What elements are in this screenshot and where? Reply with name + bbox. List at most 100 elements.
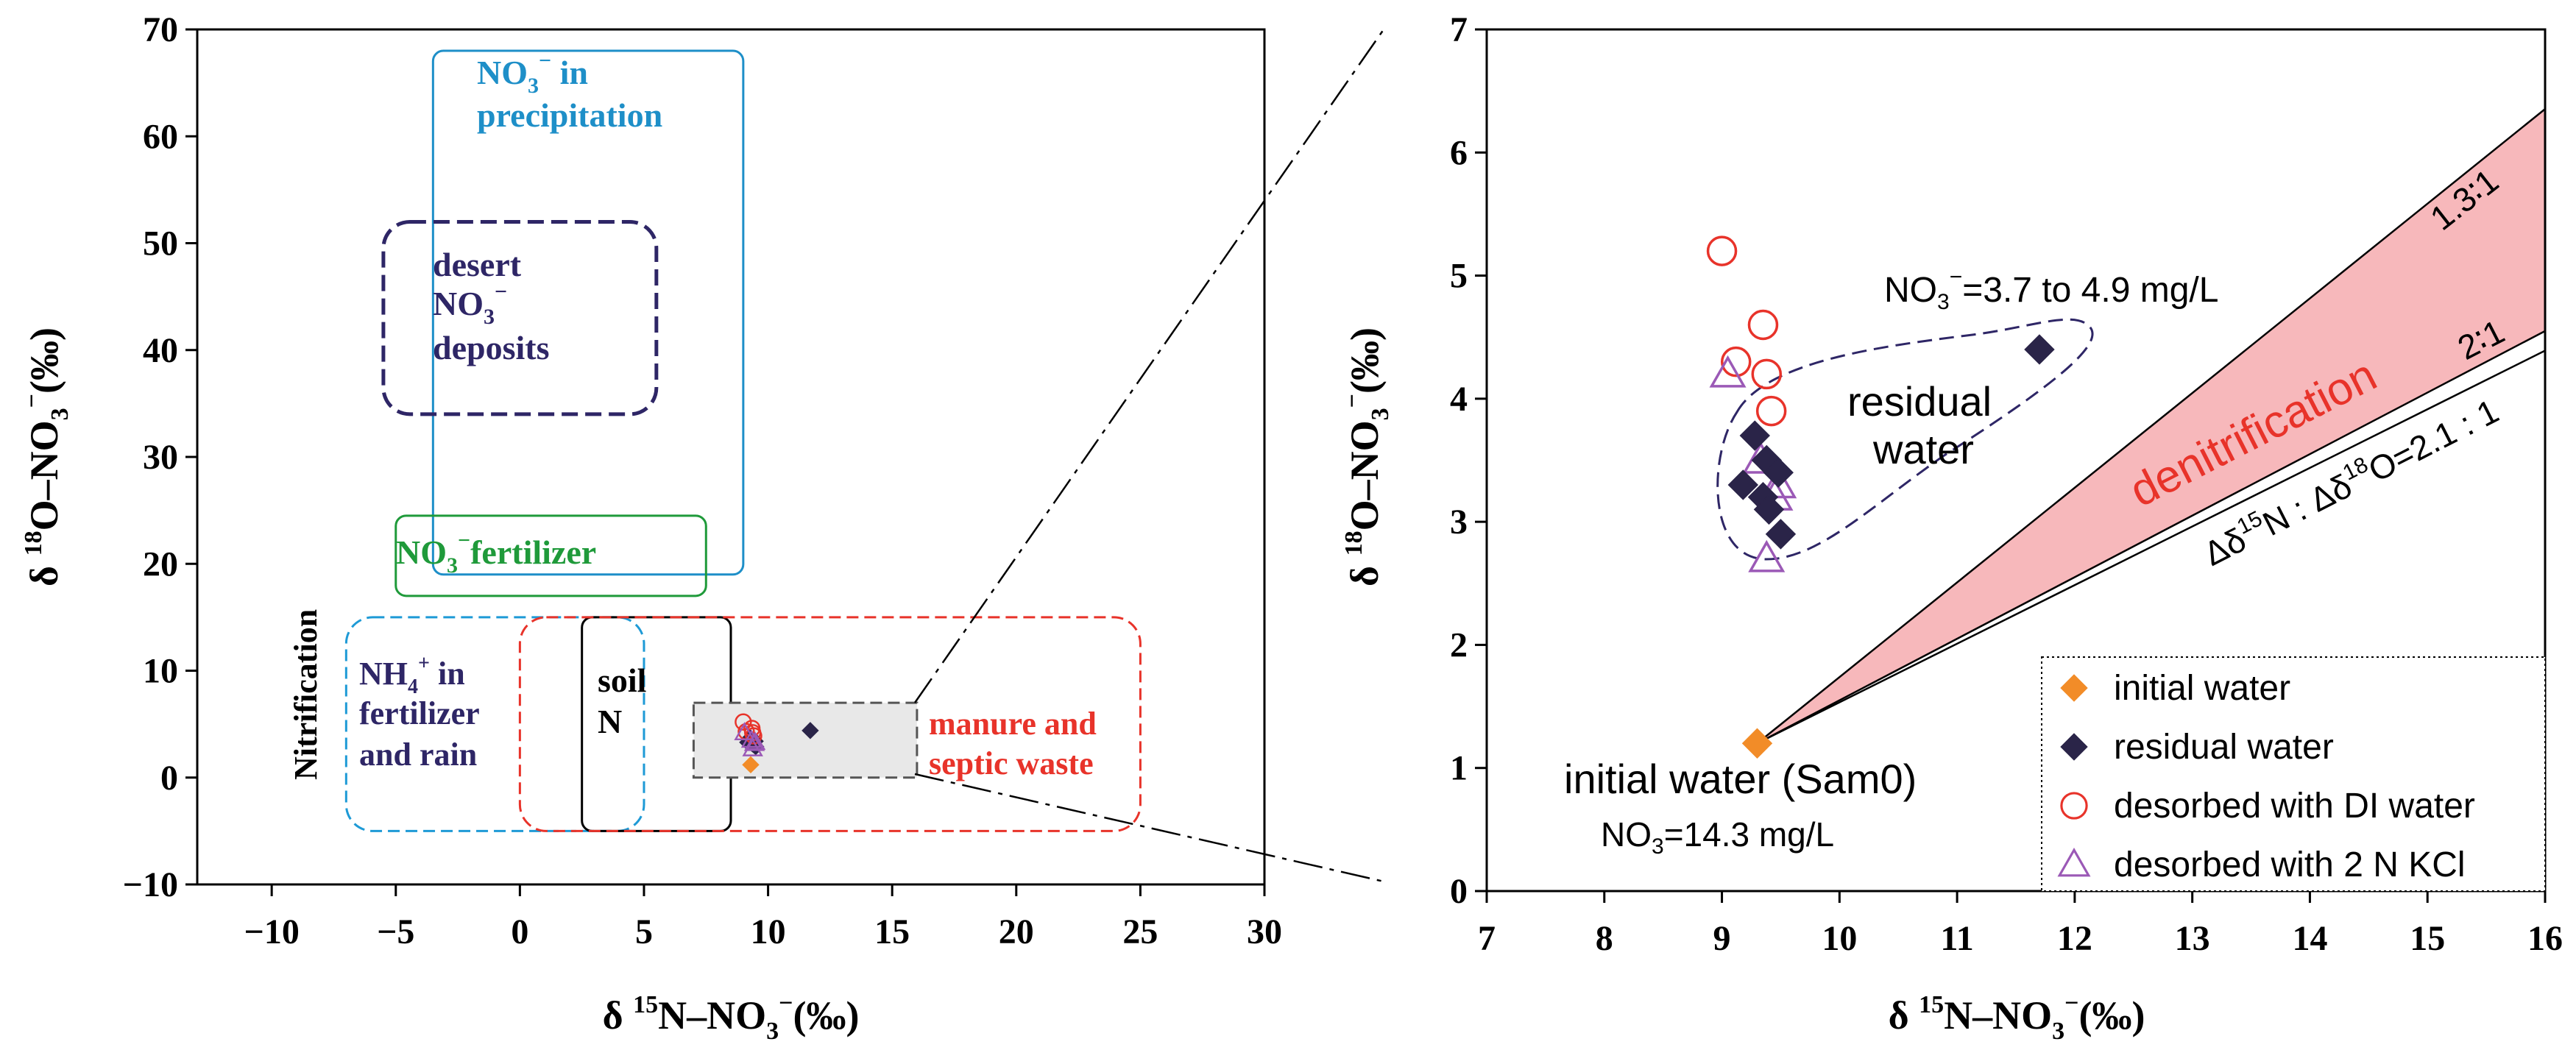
slope-lines [1756,108,2546,745]
region-desert-no3-deposits [381,219,659,416]
right-x-tick-label: 9 [1713,919,1731,958]
residual-label-line2: water [1872,426,1974,472]
left-y-tick-label: 20 [143,544,178,583]
marker-desorbed-with-di-water [745,727,762,745]
left-x-tick-label: 20 [999,912,1034,951]
region-no3-in-precipitation [431,49,745,576]
legend-label: desorbed with 2 N KCl [2114,845,2466,884]
label-manure-line2: septic waste [929,745,1094,781]
left-y-ticks: −10 0 10 20 30 40 50 60 70 [123,10,197,904]
right-x-tick-label: 11 [1940,919,1973,958]
marker-desorbed-with-2-n-kcl [1760,466,1797,499]
right-y-tick-label: 7 [1450,10,1468,49]
marker-desorbed-with-di-water [1706,235,1738,266]
residual-water-ellipse [1716,318,2094,561]
left-x-tick-label: 10 [751,912,786,951]
marker-desorbed-with-di-water [1751,358,1783,390]
legend-label: initial water [2114,669,2290,708]
label-soil-line2: N [598,703,622,740]
label-nitrification: Nitrification [288,609,324,780]
slope-line-2.11 [1756,350,2546,745]
marker-initial-water [742,756,760,774]
right-x-ticks: 7 8 9 10 11 12 13 14 15 16 [1478,891,2563,958]
label-soil-line1: soil [598,661,646,699]
left-x-tick-label: 5 [635,912,653,951]
marker-desorbed-with-2-n-kcl [2057,848,2091,877]
left-x-tick-label: 15 [874,912,910,951]
marker-initial-water [2060,674,2088,702]
right-x-tick-label: 14 [2292,919,2327,958]
right-x-tick-label: 15 [2410,919,2445,958]
region-manure-and-septic-waste [518,616,1142,832]
left-y-tick-label: 10 [143,652,178,691]
label-desert-line1: desert [433,246,522,283]
label-manure-line1: manure and [929,706,1097,742]
right-y-axis-title: δ 18O–NO3−(‰) [1339,327,1394,586]
left-y-axis-title: δ 18O–NO3−(‰) [18,327,74,586]
legend-box [2041,656,2546,892]
marker-desorbed-with-2-n-kcl [743,732,765,751]
initial-water-label: initial water (Sam0) [1564,756,1917,802]
right-x-tick-label: 12 [2057,919,2092,958]
right-y-tick-label: 0 [1450,872,1468,911]
right-y-tick-label: 4 [1450,380,1468,419]
left-y-tick-label: −10 [123,865,178,904]
legend-label: desorbed with DI water [2114,787,2475,826]
right-x-tick-label: 13 [2175,919,2210,958]
left-y-tick-label: 50 [143,224,178,263]
marker-residual-water [1765,519,1797,550]
right-x-tick-label: 16 [2527,919,2563,958]
right-x-tick-label: 7 [1478,919,1496,958]
label-fertilizer: NO3−fertilizer [396,528,596,578]
marker-initial-water [1741,728,1773,759]
label-precipitation-line1: NO3− in [477,49,588,98]
initial-conc-label: NO3=14.3 mg/L [1601,815,1834,859]
marker-desorbed-with-di-water [1747,309,1779,341]
left-x-axis-title: δ 15N–NO3−(‰) [603,990,860,1045]
source-regions [344,49,1142,832]
marker-desorbed-with-2-n-kcl [742,737,763,756]
slope-line-21 [1756,330,2546,745]
left-x-tick-label: −5 [377,912,414,951]
left-data-points [734,713,819,774]
marker-residual-water [1763,457,1794,488]
left-x-ticks: −10 −5 0 5 10 15 20 25 30 [244,884,1282,951]
right-data-points [1706,235,2055,759]
marker-desorbed-with-di-water [735,713,752,731]
right-x-axis-title: δ 15N–NO3−(‰) [1889,990,2145,1045]
no3-range-label: NO3−=3.7 to 4.9 mg/L [1884,265,2218,314]
region-zoom-region [692,701,919,779]
marker-residual-water [1739,420,1771,451]
marker-desorbed-with-2-n-kcl [1709,355,1747,388]
label-nh4-line3: and rain [359,737,477,773]
right-y-ticks: 0 1 2 3 4 5 6 7 [1450,10,1487,911]
left-y-tick-label: 60 [143,117,178,156]
right-y-tick-label: 1 [1450,749,1468,788]
marker-desorbed-with-di-water [1755,395,1787,427]
marker-residual-water [1753,494,1785,525]
zoom-connector-top [913,29,1385,703]
left-y-tick-label: 70 [143,10,178,49]
right-x-tick-label: 8 [1596,919,1613,958]
legend: initial water residual water desorbed with… [2041,656,2546,892]
label-nh4-line2: fertilizer [359,695,480,731]
left-x-tick-label: −10 [244,912,299,951]
region-no3-fertilizer [394,514,707,597]
marker-residual-water [1727,469,1759,500]
region-nh4-in-fertilizer-and-rain [344,616,645,832]
left-y-tick-label: 40 [143,331,178,370]
marker-desorbed-with-di-water [1720,346,1752,377]
marker-desorbed-with-2-n-kcl [734,722,755,741]
left-chart: −10 −5 0 5 10 15 20 25 30 −10 0 10 20 30 40 50 60 70 NO3… [18,10,1282,1045]
marker-residual-water [2024,334,2055,365]
marker-desorbed-with-2-n-kcl [1748,539,1786,572]
right-y-tick-label: 2 [1450,625,1468,664]
right-plot-frame [1485,28,2547,893]
marker-desorbed-with-di-water [2060,792,2088,820]
label-nh4-line1: NH4+ in [359,652,465,698]
marker-residual-water [802,722,819,739]
left-y-tick-label: 0 [160,759,178,798]
left-x-tick-label: 0 [511,912,528,951]
